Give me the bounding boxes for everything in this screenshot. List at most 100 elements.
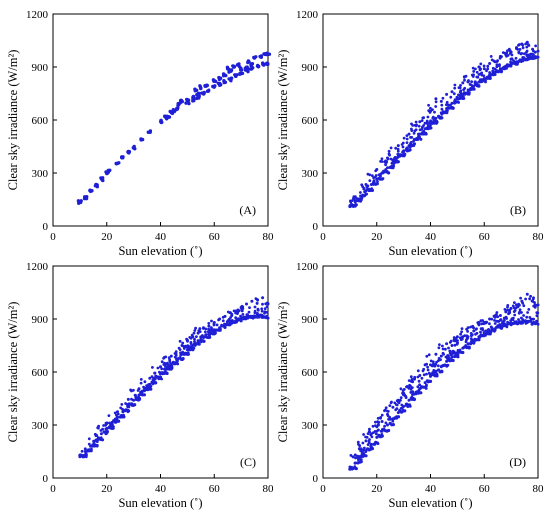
data-point: [87, 437, 91, 441]
data-point: [402, 136, 406, 140]
data-point: [401, 151, 404, 154]
data-point: [470, 80, 473, 84]
data-point: [425, 119, 429, 123]
data-point: [507, 312, 510, 316]
data-point: [253, 311, 257, 315]
data-point: [265, 305, 269, 308]
data-point: [479, 67, 482, 71]
data-point: [391, 419, 395, 423]
data-point: [260, 309, 264, 313]
data-point: [498, 56, 502, 60]
data-point: [444, 347, 447, 351]
data-point: [185, 100, 189, 105]
data-point: [431, 360, 435, 364]
data-point: [395, 403, 399, 407]
data-point: [467, 91, 471, 95]
data-point: [429, 106, 432, 110]
data-point: [421, 116, 425, 120]
data-point: [239, 314, 243, 318]
data-point: [197, 96, 201, 100]
data-point: [399, 387, 403, 391]
data-point: [521, 301, 525, 305]
data-point: [405, 385, 409, 388]
data-point: [452, 92, 456, 96]
data-point: [176, 103, 180, 108]
y-tick-label: 0: [313, 473, 319, 485]
data-point: [528, 297, 531, 301]
data-point: [441, 347, 445, 351]
data-point: [461, 96, 465, 100]
data-point: [167, 363, 170, 367]
data-point: [522, 304, 526, 308]
data-point: [486, 64, 490, 68]
data-point: [367, 439, 371, 443]
data-point: [501, 51, 505, 54]
data-point: [396, 160, 400, 164]
data-point: [492, 314, 496, 318]
data-point: [473, 80, 477, 84]
data-points: [348, 40, 540, 209]
data-point: [186, 339, 189, 343]
data-point: [97, 424, 100, 428]
data-point: [517, 318, 520, 321]
data-point: [463, 75, 466, 79]
data-point: [95, 434, 99, 437]
data-point: [232, 65, 237, 69]
data-point: [505, 51, 509, 55]
data-point: [202, 327, 205, 330]
data-point: [472, 87, 476, 91]
data-point: [228, 69, 232, 74]
data-point: [105, 171, 109, 176]
y-tick-label: 600: [32, 115, 49, 127]
data-point: [482, 331, 486, 334]
data-point: [368, 173, 372, 177]
data-point: [502, 319, 506, 322]
data-point: [396, 415, 400, 419]
data-point: [154, 381, 158, 385]
data-point: [160, 360, 164, 364]
panel-label: (C): [240, 455, 256, 469]
data-point: [203, 84, 207, 88]
data-point: [477, 84, 481, 88]
x-tick-label: 60: [209, 231, 221, 243]
data-point: [212, 85, 216, 89]
data-point: [217, 75, 221, 80]
data-point: [426, 368, 430, 372]
data-point: [498, 314, 502, 317]
chart-panel-1: 0 20 40 60 80 0 300 600 900 1200 Sun elevation (˚)…: [6, 9, 274, 258]
data-point: [490, 317, 494, 321]
data-point: [463, 334, 467, 338]
data-point: [259, 54, 264, 58]
data-point: [258, 313, 263, 317]
data-point: [401, 389, 405, 392]
panel-label: (D): [509, 455, 526, 469]
data-point: [383, 408, 387, 412]
data-point: [221, 319, 225, 323]
data-point: [364, 454, 368, 458]
data-point: [525, 315, 529, 319]
data-point: [110, 426, 114, 430]
data-point: [235, 63, 240, 67]
data-point: [139, 138, 143, 142]
data-point: [368, 179, 372, 183]
data-point: [493, 319, 496, 322]
data-point: [386, 423, 389, 427]
data-point: [363, 446, 366, 450]
data-point: [435, 120, 439, 124]
data-point: [420, 119, 424, 122]
data-point: [396, 144, 400, 148]
data-point: [409, 384, 412, 388]
data-point: [386, 414, 390, 418]
data-point: [142, 385, 146, 389]
data-point: [256, 63, 260, 68]
data-point: [207, 322, 211, 325]
data-point: [375, 182, 379, 186]
data-point: [191, 348, 195, 352]
data-point: [504, 310, 508, 314]
data-point: [107, 414, 111, 417]
x-tick-label: 60: [209, 483, 221, 495]
data-point: [418, 383, 421, 387]
data-point: [210, 326, 213, 329]
data-point: [228, 311, 232, 314]
data-point: [95, 183, 99, 187]
